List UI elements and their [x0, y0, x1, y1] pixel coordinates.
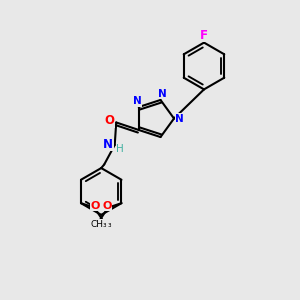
Text: N: N [133, 96, 142, 106]
Text: N: N [103, 138, 113, 151]
Text: N: N [175, 113, 184, 124]
Text: CH₃: CH₃ [91, 220, 107, 229]
Text: N: N [158, 89, 167, 99]
Text: O: O [91, 201, 100, 211]
Text: O: O [102, 201, 112, 211]
Text: O: O [105, 115, 115, 128]
Text: CH₃: CH₃ [95, 220, 112, 229]
Text: H: H [116, 144, 124, 154]
Text: F: F [200, 28, 208, 42]
